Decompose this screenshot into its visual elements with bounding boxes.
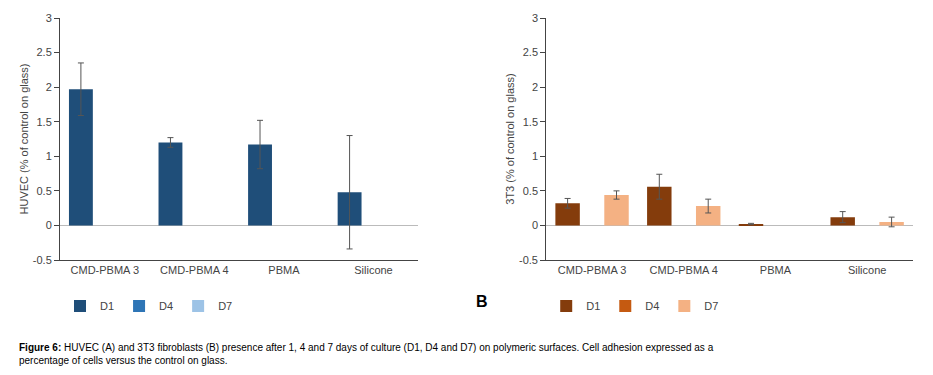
svg-text:-0.5: -0.5 bbox=[519, 254, 538, 266]
svg-text:Silicone: Silicone bbox=[354, 264, 393, 276]
svg-text:CMD-PBMA 4: CMD-PBMA 4 bbox=[650, 264, 718, 276]
svg-text:1.5: 1.5 bbox=[523, 116, 538, 128]
svg-text:Figure 6: HUVEC (A) and 3T3 fi: Figure 6: HUVEC (A) and 3T3 fibroblasts … bbox=[19, 342, 714, 366]
svg-text:D4: D4 bbox=[159, 300, 173, 312]
svg-text:3: 3 bbox=[46, 12, 52, 24]
svg-text:B: B bbox=[476, 293, 488, 310]
svg-text:D1: D1 bbox=[586, 300, 600, 312]
svg-text:D1: D1 bbox=[100, 300, 114, 312]
svg-text:2: 2 bbox=[532, 81, 538, 93]
svg-text:1: 1 bbox=[532, 150, 538, 162]
svg-text:2.5: 2.5 bbox=[523, 46, 538, 58]
svg-text:0: 0 bbox=[532, 219, 538, 231]
svg-text:0: 0 bbox=[46, 219, 52, 231]
svg-text:PBMA: PBMA bbox=[268, 264, 300, 276]
svg-text:2: 2 bbox=[46, 81, 52, 93]
svg-text:Silicone: Silicone bbox=[848, 264, 887, 276]
svg-text:HUVEC (% of control on glass): HUVEC (% of control on glass) bbox=[18, 64, 30, 215]
svg-text:CMD-PBMA 3: CMD-PBMA 3 bbox=[71, 264, 139, 276]
svg-text:PBMA: PBMA bbox=[760, 264, 792, 276]
svg-text:D4: D4 bbox=[645, 300, 659, 312]
svg-text:2.5: 2.5 bbox=[37, 46, 52, 58]
svg-text:0.5: 0.5 bbox=[37, 185, 52, 197]
svg-text:1.5: 1.5 bbox=[37, 116, 52, 128]
svg-text:D7: D7 bbox=[218, 300, 232, 312]
svg-text:1: 1 bbox=[46, 150, 52, 162]
svg-text:CMD-PBMA 3: CMD-PBMA 3 bbox=[558, 264, 626, 276]
svg-text:3: 3 bbox=[532, 12, 538, 24]
svg-text:3T3 (% of control on glass): 3T3 (% of control on glass) bbox=[504, 73, 516, 204]
svg-text:D7: D7 bbox=[704, 300, 718, 312]
svg-text:-0.5: -0.5 bbox=[33, 254, 52, 266]
svg-text:CMD-PBMA 4: CMD-PBMA 4 bbox=[160, 264, 228, 276]
svg-text:0.5: 0.5 bbox=[523, 185, 538, 197]
